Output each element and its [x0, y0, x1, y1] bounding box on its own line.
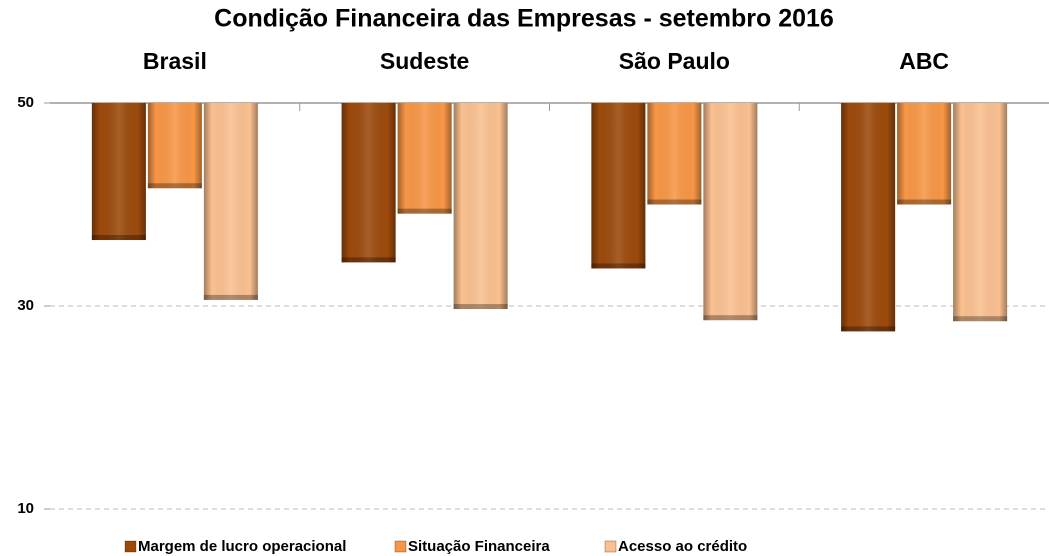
- bar-end: [91, 235, 146, 241]
- legend-label: Acesso ao crédito: [618, 538, 747, 555]
- bar-shade: [453, 103, 508, 310]
- legend-swatch: [124, 540, 137, 553]
- bar-end: [203, 294, 258, 300]
- bar-end: [897, 199, 952, 205]
- bar-end: [397, 208, 452, 214]
- category-label: Brasil: [143, 48, 207, 74]
- bar-shade: [147, 103, 202, 189]
- legend-label: Margem de lucro operacional: [138, 538, 346, 555]
- bar-end: [453, 304, 508, 310]
- bar-end: [591, 263, 646, 269]
- legend-swatch: [604, 540, 617, 553]
- bar-shade: [841, 103, 896, 332]
- y-tick-label: 30: [17, 297, 34, 314]
- bar-shade: [203, 103, 258, 300]
- bar-end: [953, 316, 1008, 322]
- y-tick-label: 50: [17, 94, 34, 111]
- bar-shade: [91, 103, 146, 241]
- bar-shade: [647, 103, 702, 205]
- bar-end: [647, 199, 702, 205]
- bar-shade: [341, 103, 396, 263]
- y-tick-label: 10: [17, 500, 34, 517]
- chart-title: Condição Financeira das Empresas - setem…: [214, 5, 834, 33]
- legend-swatch: [394, 540, 407, 553]
- bar-shade: [397, 103, 452, 214]
- category-label: ABC: [899, 48, 949, 74]
- bar-end: [841, 326, 896, 332]
- legend-label: Situação Financeira: [408, 538, 550, 555]
- category-label: Sudeste: [380, 48, 469, 74]
- bar-shade: [897, 103, 952, 205]
- bar-shade: [953, 103, 1008, 322]
- bar-shade: [591, 103, 646, 269]
- bar-end: [703, 315, 758, 321]
- category-label: São Paulo: [619, 48, 730, 74]
- bar-shade: [703, 103, 758, 321]
- bar-end: [341, 257, 396, 263]
- bar-end: [147, 183, 202, 189]
